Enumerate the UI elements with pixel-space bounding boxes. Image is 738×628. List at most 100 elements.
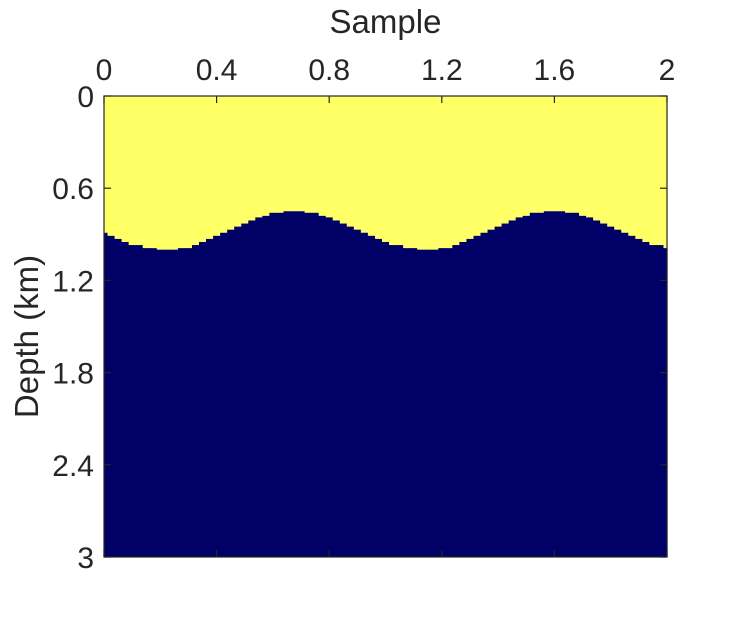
y-axis-title: Depth (km) [8, 255, 45, 418]
heatmap-cell-upper [269, 96, 278, 213]
heatmap-cell-upper [234, 96, 242, 227]
heatmap-cell-lower [149, 248, 158, 557]
heatmap-cell-lower [325, 217, 334, 557]
heatmap-cell-lower [346, 226, 355, 557]
heatmap-cell-upper [515, 96, 524, 218]
heatmap-cell-upper [656, 96, 665, 246]
heatmap-cell-upper [452, 96, 460, 246]
heatmap-cell-lower [635, 238, 643, 557]
heatmap-cell-upper [199, 96, 207, 242]
x-tick-label: 1.2 [421, 54, 463, 87]
heatmap-cell-lower [508, 220, 517, 557]
x-tick-label: 1.6 [534, 54, 576, 87]
heatmap-cell-lower [290, 211, 299, 557]
heatmap-cell-upper [304, 96, 313, 213]
heatmap-cell-upper [550, 96, 559, 212]
heatmap-cell-upper [339, 96, 348, 224]
heatmap-cell-lower [424, 249, 432, 557]
x-axis-title: Sample [330, 3, 442, 40]
heatmap-cell-lower [614, 229, 622, 557]
heatmap-cell-upper [431, 96, 439, 250]
heatmap-cell-upper [403, 96, 411, 249]
heatmap-cell-lower [163, 249, 172, 557]
heatmap-cell-lower [227, 229, 235, 557]
heatmap-cell-upper [360, 96, 369, 233]
y-tick-label: 3 [77, 542, 94, 575]
heatmap-cell-upper [353, 96, 362, 230]
heatmap-cell-upper [557, 96, 566, 212]
heatmap-cell-lower [332, 220, 341, 557]
heatmap-cell-lower [353, 229, 362, 557]
heatmap-cell-upper [621, 96, 629, 233]
heatmap-cell-upper [635, 96, 643, 239]
heatmap-cell-lower [431, 249, 439, 557]
heatmap-cell-upper [311, 96, 320, 213]
heatmap-cell-lower [452, 245, 460, 557]
heatmap-cell-lower [459, 241, 468, 557]
heatmap-cell-upper [283, 96, 292, 212]
heatmap-cell-lower [213, 235, 221, 557]
heatmap-cell-lower [564, 212, 573, 557]
heatmap-cell-lower [184, 248, 193, 557]
heatmap-cell-upper [367, 96, 376, 236]
heatmap-cell-lower [536, 212, 545, 557]
heatmap-cell-lower [304, 212, 313, 557]
heatmap-cell-lower [480, 232, 489, 557]
heatmap-cell-lower [241, 223, 249, 557]
heatmap-cell-upper [177, 96, 186, 249]
y-tick-label: 1.8 [52, 358, 94, 391]
heatmap-cell-lower [410, 248, 418, 557]
heatmap-cell-lower [656, 245, 665, 557]
heatmap-cell-upper [564, 96, 573, 213]
heatmap-cell-upper [480, 96, 489, 233]
heatmap-cell-upper [501, 96, 510, 224]
heatmap-cell-upper [255, 96, 263, 218]
heatmap-cell-upper [600, 96, 608, 224]
heatmap-cell-lower [663, 248, 668, 557]
heatmap-cell-lower [156, 249, 165, 557]
heatmap-cell-upper [149, 96, 158, 249]
heatmap-cell-upper [276, 96, 285, 213]
heatmap-cell-lower [206, 238, 214, 557]
x-tick-label: 0.8 [308, 54, 350, 87]
heatmap-cell-upper [206, 96, 214, 239]
heatmap-cell-lower [494, 226, 503, 557]
heatmap-cell-lower [374, 238, 383, 557]
heatmap-cell-lower [177, 248, 186, 557]
heatmap-cell-lower [593, 220, 601, 557]
heatmap-cell-upper [227, 96, 235, 230]
heatmap-cell-upper [579, 96, 587, 216]
heatmap-cell-lower [121, 241, 130, 557]
heatmap-cell-upper [438, 96, 446, 249]
heatmap-cell-upper [628, 96, 636, 236]
heatmap-cell-lower [501, 223, 510, 557]
heatmap-cell-lower [557, 211, 566, 557]
heatmap-cell-upper [135, 96, 144, 246]
heatmap-cell-upper [332, 96, 341, 221]
heatmap-cell-lower [234, 226, 242, 557]
heatmap-cell-upper [241, 96, 249, 224]
heatmap-cell-lower [466, 238, 475, 557]
heatmap-cell-lower [283, 211, 292, 557]
heatmap-cell-upper [529, 96, 538, 213]
heatmap-cell-lower [473, 235, 482, 557]
heatmap-cell-upper [649, 96, 658, 246]
heatmap-cell-lower [579, 215, 587, 558]
heatmap-cell-lower [649, 245, 658, 557]
heatmap-cell-upper [459, 96, 468, 242]
heatmap-cell-upper [571, 96, 580, 213]
heatmap-cell-upper [107, 96, 116, 236]
heatmap-cell-upper [290, 96, 299, 212]
heatmap-cell-upper [473, 96, 482, 236]
heatmap-cell-lower [255, 217, 263, 557]
heatmap-cell-upper [170, 96, 179, 250]
y-tick-label: 2.4 [52, 450, 94, 483]
heatmap-cell-upper [410, 96, 418, 249]
heatmap-cell-lower [438, 248, 446, 557]
heatmap-cell-upper [614, 96, 622, 230]
heatmap-cell-lower [417, 249, 425, 557]
heatmap-cell-lower [248, 220, 256, 557]
heatmap-cell-upper [663, 96, 668, 249]
heatmap-cell-upper [325, 96, 334, 218]
heatmap-cell-lower [600, 223, 608, 557]
